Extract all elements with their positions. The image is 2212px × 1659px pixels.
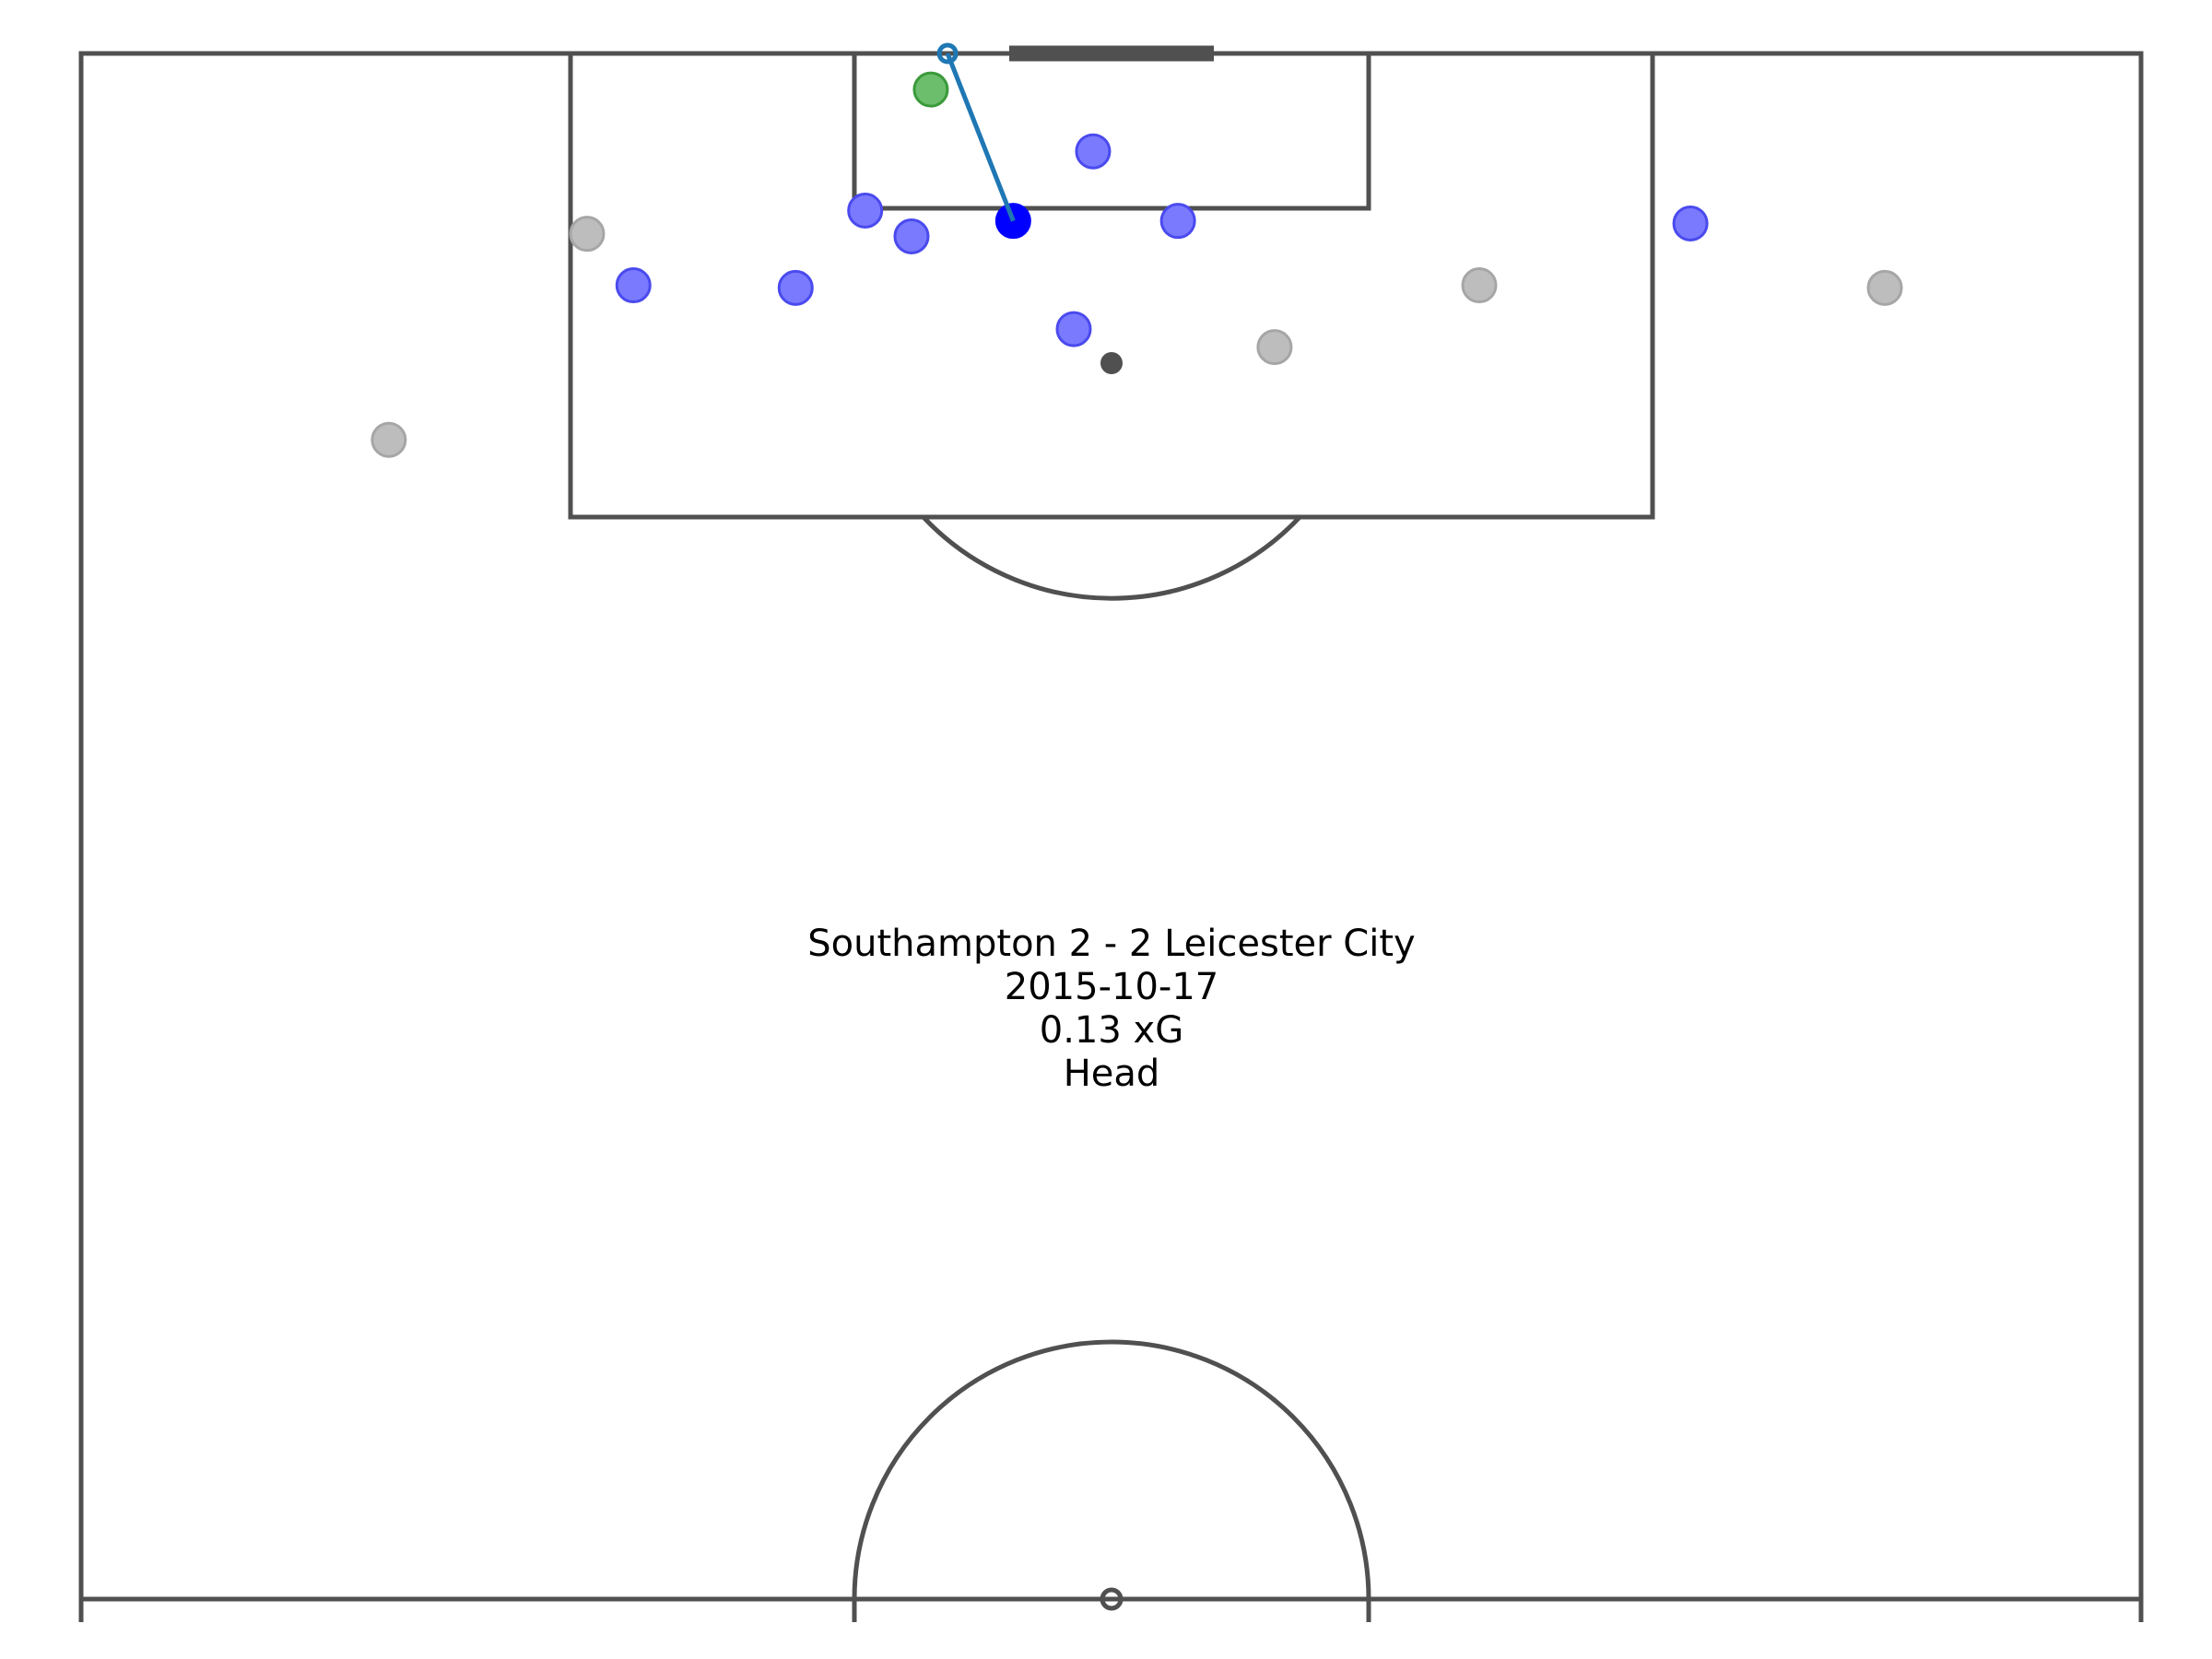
six-yard-box bbox=[852, 53, 1371, 211]
opponent-marker bbox=[1256, 329, 1293, 366]
center-circle bbox=[852, 1339, 1371, 1622]
opponent-marker bbox=[1461, 267, 1498, 304]
opponent-marker bbox=[1866, 269, 1903, 306]
player-markers bbox=[371, 71, 1903, 458]
penalty-area bbox=[568, 53, 1655, 520]
teammate-marker bbox=[615, 267, 652, 304]
teammate-marker bbox=[893, 218, 930, 254]
opponent-marker bbox=[569, 216, 606, 253]
body-part: Head bbox=[1064, 1053, 1160, 1095]
teammate-marker bbox=[1055, 311, 1092, 347]
penalty-arc bbox=[921, 515, 1302, 601]
match-date: 2015-10-17 bbox=[1005, 966, 1218, 1008]
center-spot bbox=[1100, 1587, 1124, 1611]
shot-info: Southampton 2 - 2 Leicester City 2015-10… bbox=[807, 923, 1415, 1095]
shot-layer bbox=[936, 42, 1016, 222]
teammate-marker bbox=[777, 269, 814, 306]
pitch-markings bbox=[78, 45, 2144, 1622]
teammate-marker bbox=[1672, 205, 1709, 241]
opponent-marker bbox=[371, 421, 407, 458]
teammate-marker bbox=[847, 192, 884, 229]
xg-value: 0.13 xG bbox=[1040, 1009, 1183, 1052]
penalty-spot bbox=[1100, 352, 1123, 374]
match-title: Southampton 2 - 2 Leicester City bbox=[807, 923, 1415, 965]
shot-trajectory bbox=[945, 53, 1016, 222]
teammate-marker bbox=[1075, 133, 1112, 170]
goalkeeper-marker bbox=[912, 71, 949, 108]
pitch-outline bbox=[78, 51, 2144, 1622]
teammate-marker bbox=[1159, 203, 1196, 240]
shot-end-marker bbox=[936, 42, 959, 65]
